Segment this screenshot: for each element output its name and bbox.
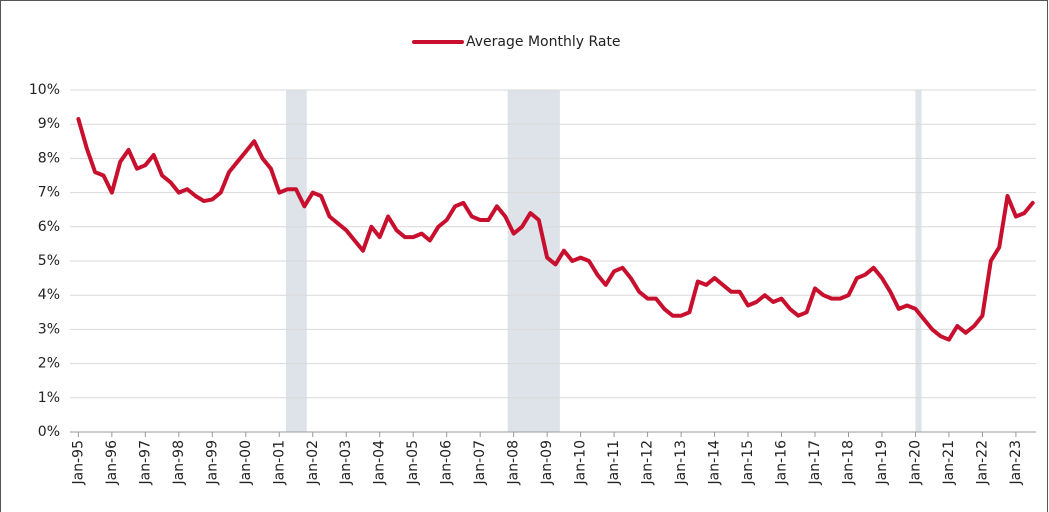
y-tick-label: 6% xyxy=(38,219,60,235)
x-tick-label: Jan-20 xyxy=(907,440,923,485)
y-tick-label: 3% xyxy=(38,321,60,337)
x-tick-label: Jan-12 xyxy=(640,440,656,485)
y-tick-label: 10% xyxy=(29,82,60,98)
x-tick-label: Jan-05 xyxy=(405,440,421,485)
x-tick-label: Jan-10 xyxy=(573,440,589,485)
x-tick-label: Jan-11 xyxy=(606,440,622,485)
x-tick-label: Jan-08 xyxy=(506,440,522,485)
x-tick-label: Jan-95 xyxy=(70,440,86,485)
x-tick-label: Jan-22 xyxy=(974,440,990,485)
x-tick-label: Jan-02 xyxy=(305,440,321,485)
x-tick-label: Jan-09 xyxy=(539,440,555,485)
x-tick-label: Jan-03 xyxy=(338,440,354,485)
legend-label: Average Monthly Rate xyxy=(466,34,621,50)
y-tick-label: 4% xyxy=(38,287,60,303)
x-tick-label: Jan-98 xyxy=(171,440,187,485)
y-tick-label: 8% xyxy=(38,150,60,166)
y-tick-label: 9% xyxy=(38,116,60,132)
x-tick-label: Jan-17 xyxy=(807,440,823,485)
y-tick-label: 7% xyxy=(38,185,60,201)
x-tick-label: Jan-04 xyxy=(372,440,388,486)
x-tick-label: Jan-96 xyxy=(104,440,120,486)
x-tick-label: Jan-19 xyxy=(874,440,890,485)
x-tick-label: Jan-21 xyxy=(941,440,957,485)
y-tick-label: 0% xyxy=(38,424,60,440)
x-tick-label: Jan-97 xyxy=(137,440,153,485)
x-tick-label: Jan-13 xyxy=(673,440,689,485)
x-tick-label: Jan-18 xyxy=(840,440,856,485)
data-line xyxy=(76,117,1035,342)
x-tick-label: Jan-01 xyxy=(271,440,287,485)
x-tick-label: Jan-14 xyxy=(707,440,723,486)
y-tick-label: 1% xyxy=(38,390,60,406)
x-tick-label: Jan-07 xyxy=(472,440,488,485)
x-tick-label: Jan-00 xyxy=(238,440,254,485)
x-tick-label: Jan-15 xyxy=(740,440,756,485)
x-tick-label: Jan-99 xyxy=(204,440,220,485)
x-tick-label: Jan-06 xyxy=(439,440,455,486)
y-tick-label: 5% xyxy=(38,253,60,269)
x-tick-label: Jan-23 xyxy=(1008,440,1024,485)
y-tick-label: 2% xyxy=(38,356,60,372)
x-tick-label: Jan-16 xyxy=(774,440,790,486)
